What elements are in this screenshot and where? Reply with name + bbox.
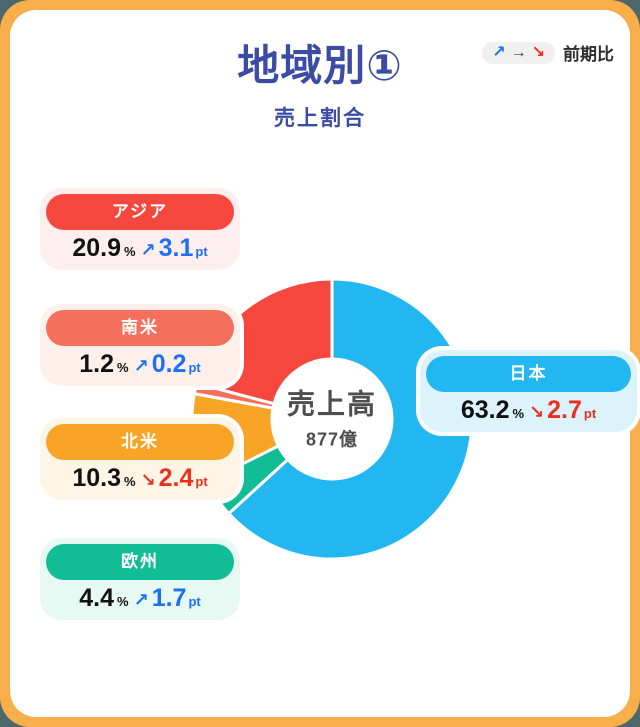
delta-value: 0.2 [151,350,187,378]
percent-unit: % [117,360,129,375]
donut-center: 売上高 877億 [287,383,377,452]
share-value: 10.3 [72,464,121,492]
percent-unit: % [117,594,129,609]
delta-value: 2.7 [547,396,582,424]
region-label-japan: 日本 [426,356,631,392]
delta-value: 1.7 [151,584,187,612]
region-values-asia: 20.9% ↗ 3.1 pt [46,230,234,264]
percent-unit: % [512,406,525,421]
trend-up-arrow-icon: ↗ [140,240,156,260]
share-value: 1.2 [79,350,115,378]
share-value: 20.9 [72,234,121,262]
trend-up-arrow-icon: ↗ [133,356,149,376]
down-arrow-icon: ↘ [531,43,545,61]
donut-center-value: 877億 [305,429,359,450]
pt-unit: pt [188,360,201,375]
region-card-europe: 欧州 4.4% ↗ 1.7 pt [40,538,240,620]
pt-unit: pt [188,594,201,609]
pt-unit: pt [195,244,208,259]
region-label-north-america: 北米 [46,424,234,460]
trend-legend-pill: ↗ → ↘ [482,41,555,64]
share-value: 63.2 [460,396,510,424]
delta-value: 2.4 [158,464,194,492]
region-values-japan: 63.2% ↘ 2.7 pt [426,392,631,426]
percent-unit: % [123,244,136,259]
delta-value: 3.1 [158,234,194,262]
region-label-europe: 欧州 [46,544,234,580]
up-arrow-icon: ↗ [492,43,506,61]
trend-down-arrow-icon: ↘ [529,402,545,422]
content-card: 地域別① 売上割合 ↗ → ↘ 前期比 売上高 877億 アジア 20.9% ↗ 3… [10,10,637,717]
pt-unit: pt [583,406,597,421]
region-label-south-america: 南米 [46,310,234,346]
right-arrow-icon: → [510,43,527,61]
region-card-south-america: 南米 1.2% ↗ 0.2 pt [40,304,240,386]
region-values-south-america: 1.2% ↗ 0.2 pt [46,346,234,380]
trend-down-arrow-icon: ↘ [140,470,156,490]
trend-legend-label: 前期比 [563,45,614,64]
trend-legend: ↗ → ↘ 前期比 [482,40,614,65]
region-card-asia: アジア 20.9% ↗ 3.1 pt [40,188,240,270]
share-value: 4.4 [79,584,115,612]
region-label-asia: アジア [46,194,234,230]
percent-unit: % [123,474,136,489]
trend-up-arrow-icon: ↗ [133,590,149,610]
page-subtitle: 売上割合 [274,107,366,130]
donut-center-label: 売上高 [286,388,378,420]
region-card-japan: 日本 63.2% ↘ 2.7 pt [420,350,637,432]
region-values-north-america: 10.3% ↘ 2.4 pt [46,460,234,494]
page-title: 地域別① [237,42,403,89]
region-card-north-america: 北米 10.3% ↘ 2.4 pt [40,418,240,500]
region-values-europe: 4.4% ↗ 1.7 pt [46,580,234,614]
pt-unit: pt [195,474,208,489]
